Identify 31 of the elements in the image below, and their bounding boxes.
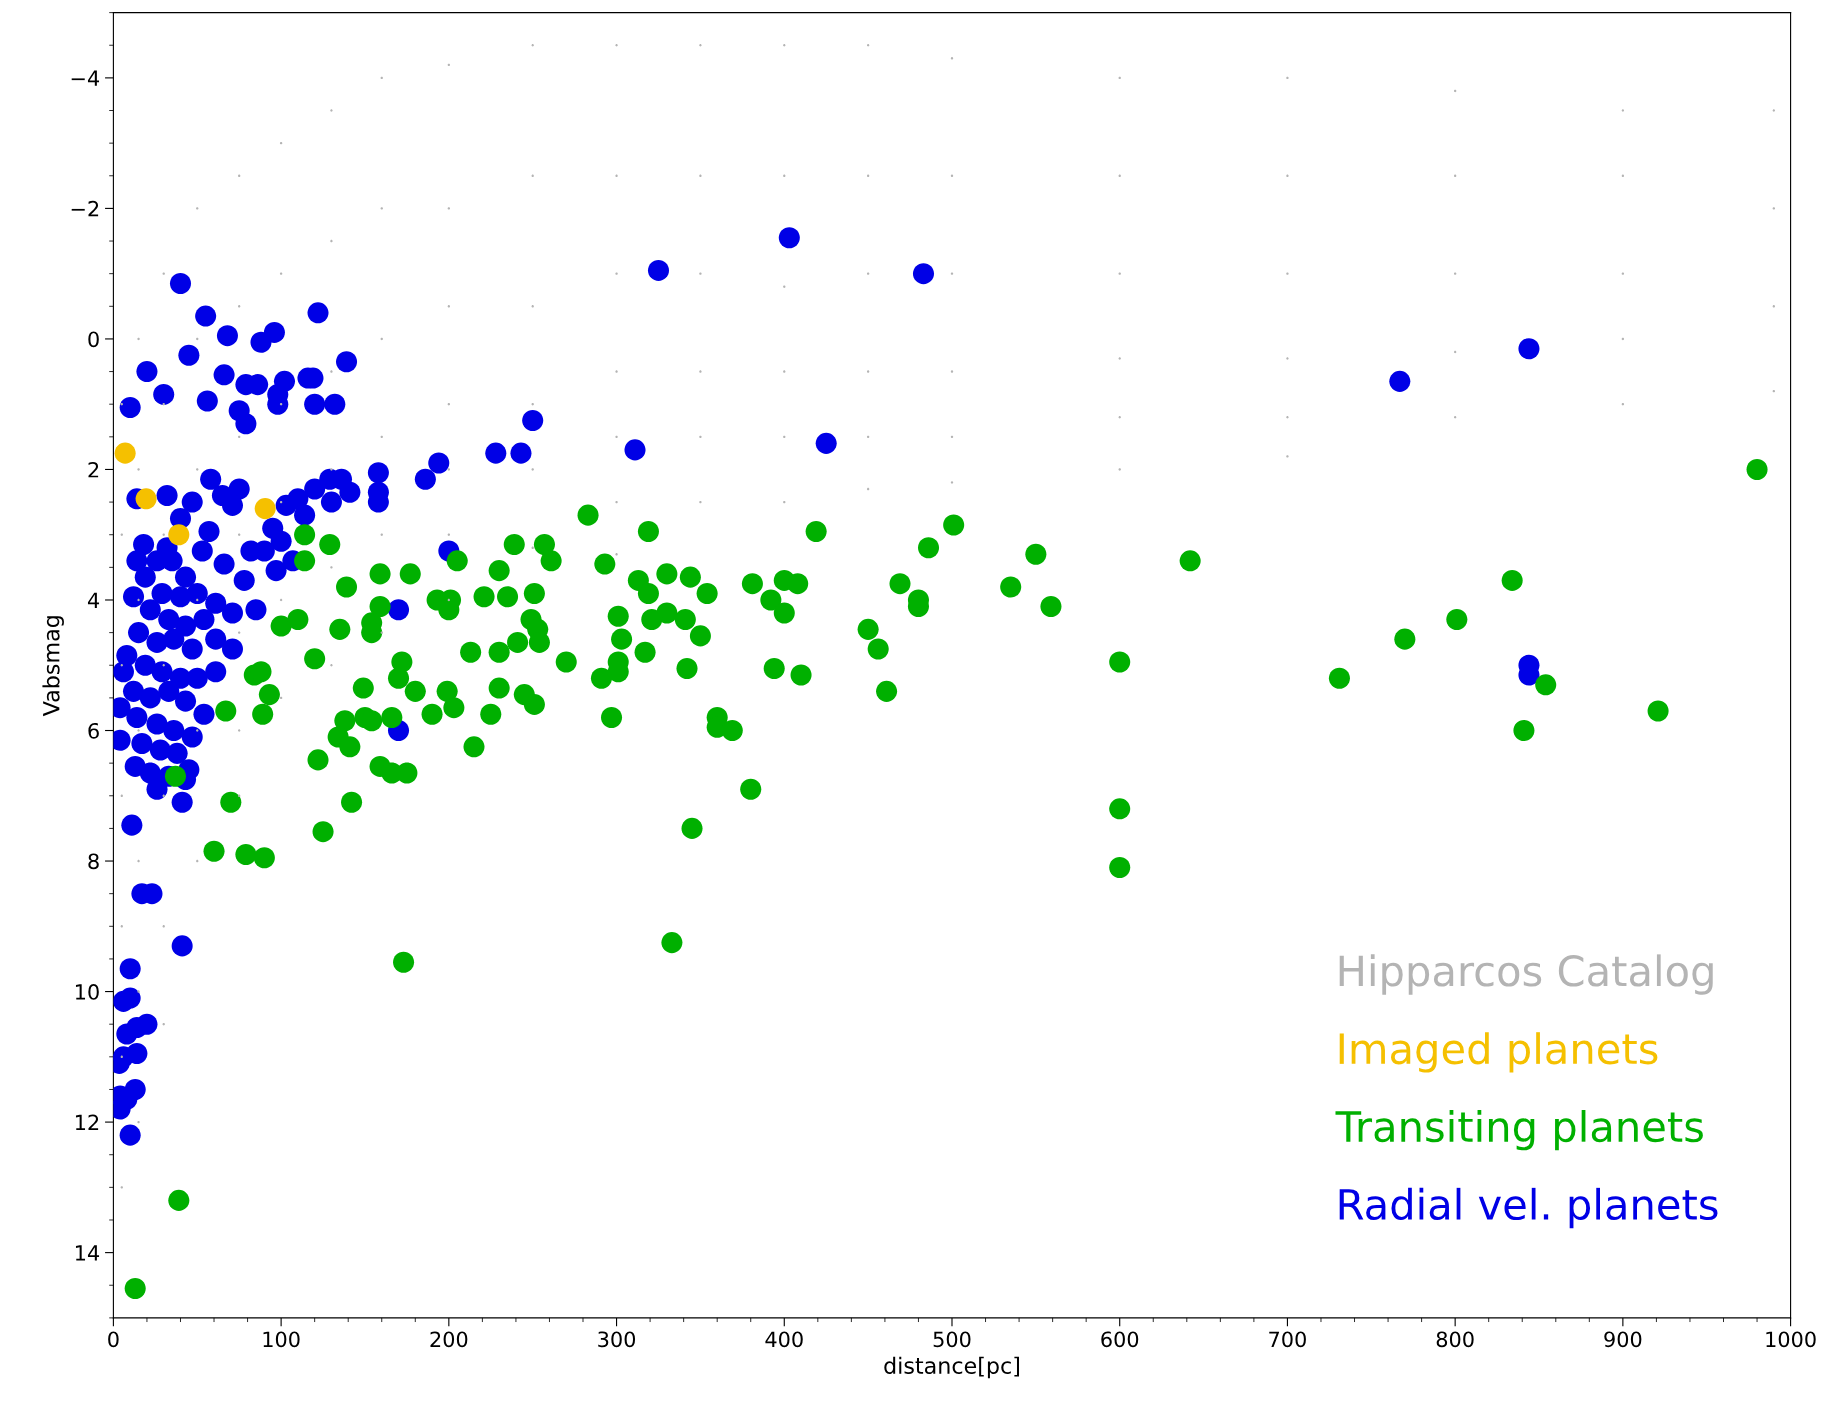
text: Transiting planets bbox=[1335, 1110, 1703, 1151]
x-tick-label: 1000 bbox=[1766, 1331, 1816, 1348]
y-tick-label: 8 bbox=[88, 853, 99, 870]
y-tick-label: 4 bbox=[87, 592, 100, 608]
y-tick-label: −4 bbox=[71, 70, 100, 86]
text: Hipparcos Catalog bbox=[1339, 954, 1713, 995]
point bbox=[168, 524, 190, 546]
y-tick-label: 2 bbox=[88, 461, 99, 478]
x-axis-title: distance[pc] bbox=[884, 1356, 1019, 1379]
x-tick-label: 400 bbox=[765, 1331, 803, 1348]
x-tick-label: 0 bbox=[108, 1331, 119, 1348]
x-tick-label: 800 bbox=[1436, 1331, 1474, 1348]
x-tick-label: 700 bbox=[1269, 1331, 1306, 1348]
x-tick-label: 100 bbox=[263, 1331, 300, 1348]
y-tick-label: 0 bbox=[88, 331, 99, 348]
x-tick-label: 300 bbox=[598, 1331, 636, 1348]
point bbox=[254, 498, 276, 520]
y-tick-label: 14 bbox=[75, 1245, 100, 1261]
x-tick-label: 900 bbox=[1604, 1331, 1642, 1348]
text: Radial vel. planets bbox=[1339, 1187, 1718, 1229]
x-tick-label: 600 bbox=[1101, 1331, 1139, 1348]
text: Imaged planets bbox=[1339, 1032, 1658, 1073]
y-tick-label: −2 bbox=[71, 200, 99, 217]
x-tick-label: 200 bbox=[430, 1331, 468, 1348]
y-axis-title: Vabsmag bbox=[42, 616, 64, 717]
x-tick-label: 500 bbox=[933, 1331, 971, 1348]
point bbox=[114, 442, 136, 464]
y-tick-label: 12 bbox=[75, 1114, 99, 1131]
point bbox=[135, 488, 157, 510]
y-tick-label: 6 bbox=[88, 722, 99, 739]
y-tick-label: 10 bbox=[75, 984, 99, 1000]
